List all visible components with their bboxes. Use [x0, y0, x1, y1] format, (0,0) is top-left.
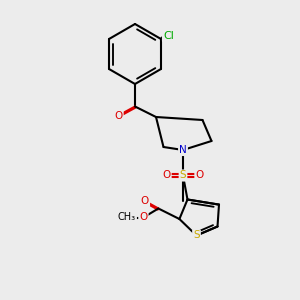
Text: O: O — [195, 170, 204, 181]
Text: S: S — [180, 170, 186, 181]
Text: Cl: Cl — [163, 31, 174, 41]
Text: O: O — [139, 212, 148, 223]
Text: S: S — [193, 230, 200, 241]
Text: CH₃: CH₃ — [118, 212, 136, 223]
Text: O: O — [114, 110, 123, 121]
Text: O: O — [162, 170, 171, 181]
Text: O: O — [141, 196, 149, 206]
Text: N: N — [179, 145, 187, 155]
